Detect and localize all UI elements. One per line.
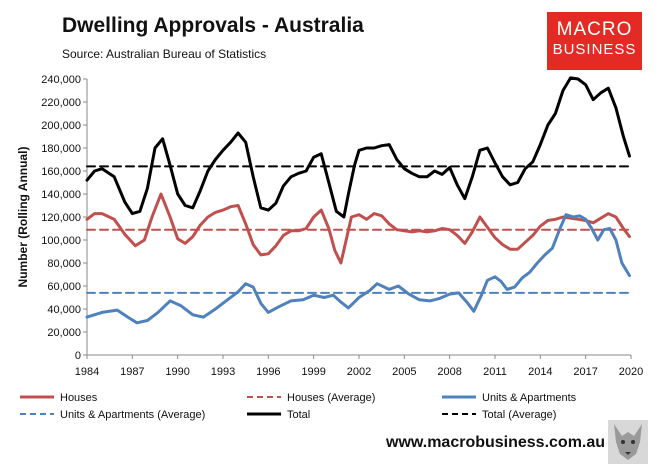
series-line-total <box>85 76 631 219</box>
series-line-houses <box>85 192 631 265</box>
chart-subtitle: Source: Australian Bureau of Statistics <box>62 47 267 61</box>
legend-label: Total (Average) <box>482 409 556 421</box>
y-tick-label: 240,000 <box>41 74 81 86</box>
legend-label: Units & Apartments <box>482 392 577 404</box>
x-tick-label: 2002 <box>347 366 371 378</box>
x-tick-label: 1993 <box>211 366 235 378</box>
y-tick-label: 100,000 <box>41 235 81 247</box>
x-tick-label: 1984 <box>75 366 99 378</box>
y-tick-label: 160,000 <box>41 166 81 178</box>
website-url: www.macrobusiness.com.au <box>386 434 606 451</box>
y-tick-label: 220,000 <box>41 97 81 109</box>
x-tick-label: 1996 <box>256 366 280 378</box>
y-tick-label: 40,000 <box>47 304 81 316</box>
y-tick-label: 120,000 <box>41 212 81 224</box>
y-axis-label: Number (Rolling Annual) <box>16 147 30 288</box>
y-tick-label: 140,000 <box>41 189 81 201</box>
x-tick-label: 1990 <box>165 366 189 378</box>
y-tick-label: 20,000 <box>47 327 81 339</box>
x-tick-label: 2008 <box>437 366 461 378</box>
series-line-units-apartments <box>85 213 631 325</box>
legend-label: Total <box>287 409 310 421</box>
y-tick-label: 60,000 <box>47 281 81 293</box>
x-tick-label: 2014 <box>528 366 552 378</box>
logo-line-1: MACRO <box>556 19 633 40</box>
x-tick-label: 1987 <box>120 366 144 378</box>
legend-label: Units & Apartments (Average) <box>60 409 205 421</box>
y-tick-label: 0 <box>75 350 81 362</box>
y-tick-label: 180,000 <box>41 143 81 155</box>
chart-title: Dwelling Approvals - Australia <box>62 14 364 37</box>
x-tick-label: 2011 <box>483 366 507 378</box>
y-tick-label: 200,000 <box>41 120 81 132</box>
x-tick-label: 1999 <box>301 366 325 378</box>
x-tick-label: 2017 <box>573 366 597 378</box>
x-tick-label: 2020 <box>619 366 643 378</box>
macro-business-logo: MACRO BUSINESS <box>547 12 642 70</box>
x-tick-label: 2005 <box>392 366 416 378</box>
wolf-icon <box>608 420 648 464</box>
y-tick-label: 80,000 <box>47 258 81 270</box>
legend-label: Houses <box>60 392 98 404</box>
legend-label: Houses (Average) <box>287 392 375 404</box>
logo-line-2: BUSINESS <box>552 41 637 58</box>
